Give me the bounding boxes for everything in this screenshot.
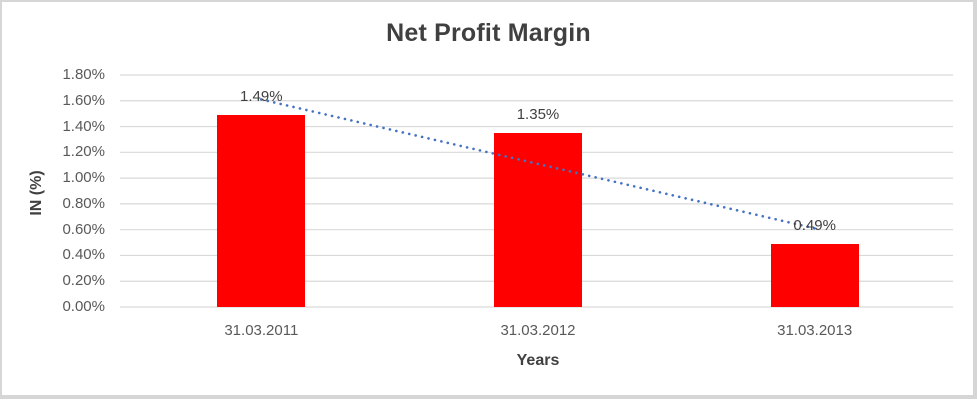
y-tick-label: 0.20% [62, 272, 105, 290]
data-label: 1.35% [516, 106, 560, 123]
y-tick-label: 0.40% [62, 246, 105, 264]
y-tick-label: 0.60% [62, 220, 105, 238]
y-tick-label: 0.80% [62, 194, 105, 212]
y-tick-label: 1.40% [62, 117, 105, 135]
x-tick-label: 31.03.2012 [500, 322, 576, 339]
y-tick-label: 1.60% [62, 91, 105, 109]
x-axis-title: Years [516, 352, 560, 369]
bar-31.03.2013 [770, 243, 859, 307]
data-label: 0.49% [793, 216, 836, 234]
y-tick-label: 0.00% [62, 298, 105, 315]
bar-31.03.2011 [217, 114, 306, 307]
y-tick-label: 1.80% [62, 66, 105, 83]
data-label: 1.49% [240, 87, 283, 105]
y-tick-label: 1.20% [62, 143, 105, 161]
x-tick-label: 31.03.2013 [777, 322, 853, 339]
y-tick-label: 1.00% [62, 169, 105, 187]
trendline [260, 98, 816, 230]
chart-title: Net Profit Margin [386, 19, 591, 47]
x-tick-label: 31.03.2011 [224, 322, 299, 339]
bar-31.03.2012 [494, 133, 582, 307]
